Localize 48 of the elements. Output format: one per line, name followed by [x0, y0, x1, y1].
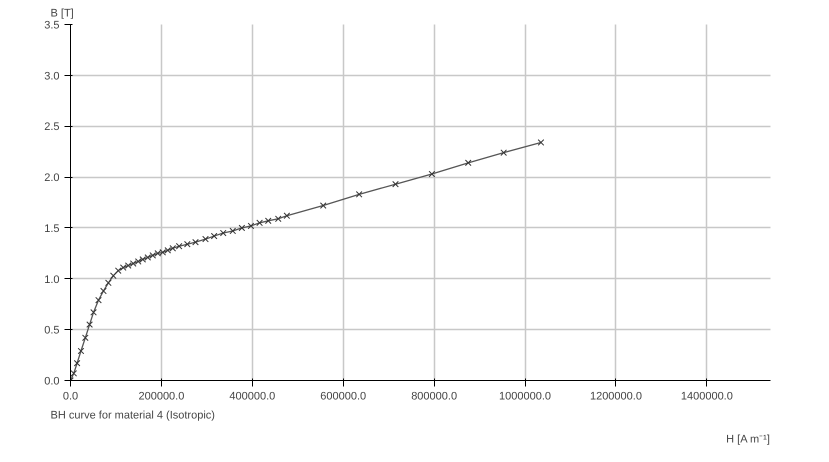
point — [220, 230, 227, 236]
y-axis-title: B [T] — [50, 8, 74, 20]
y-tick-label: 2.5 — [44, 121, 60, 134]
x-tick-label: 0.0 — [62, 390, 78, 402]
point — [74, 360, 80, 367]
point — [114, 267, 122, 274]
x-tick-label: 400000.0 — [229, 390, 276, 402]
point — [238, 224, 246, 232]
y-tick-label: 0.0 — [44, 376, 60, 388]
y-tick-label: 0.5 — [44, 324, 60, 337]
x-tick-label: 1200000.0 — [590, 390, 642, 402]
point — [82, 334, 89, 342]
point — [184, 240, 191, 248]
point — [264, 217, 272, 224]
point — [538, 139, 544, 146]
y-tick-label: 1.0 — [44, 274, 60, 286]
point — [90, 309, 97, 316]
point — [110, 272, 117, 280]
point — [78, 348, 84, 354]
x-tick-label: 600000.0 — [320, 390, 366, 402]
point — [274, 215, 282, 222]
point — [229, 228, 236, 234]
y-tick-label: 1.5 — [44, 222, 60, 235]
point — [256, 220, 263, 226]
point — [320, 202, 327, 209]
point — [210, 232, 218, 240]
point — [248, 222, 254, 230]
point — [392, 180, 399, 188]
point — [192, 238, 199, 246]
point — [284, 212, 290, 220]
x-tick-label: 200000.0 — [138, 390, 184, 402]
point — [500, 149, 508, 156]
point — [464, 160, 472, 166]
text: BH curve for material 4 (Isotropic) — [50, 410, 215, 422]
x-tick-label: 1000000.0 — [499, 390, 552, 402]
point — [105, 280, 112, 286]
y-tick-label: 3.5 — [44, 20, 60, 32]
point — [95, 296, 102, 304]
x-tick-label: 800000.0 — [411, 390, 458, 402]
x-axis-title: H [A m⁻¹] — [726, 434, 770, 446]
y-tick-label: 3.0 — [44, 70, 60, 82]
x-tick-label: 1400000.0 — [680, 390, 733, 402]
point — [356, 191, 362, 198]
point — [100, 288, 107, 294]
point — [202, 236, 209, 242]
y-tick-label: 2.0 — [44, 172, 60, 184]
point — [86, 321, 93, 328]
point — [428, 170, 436, 178]
